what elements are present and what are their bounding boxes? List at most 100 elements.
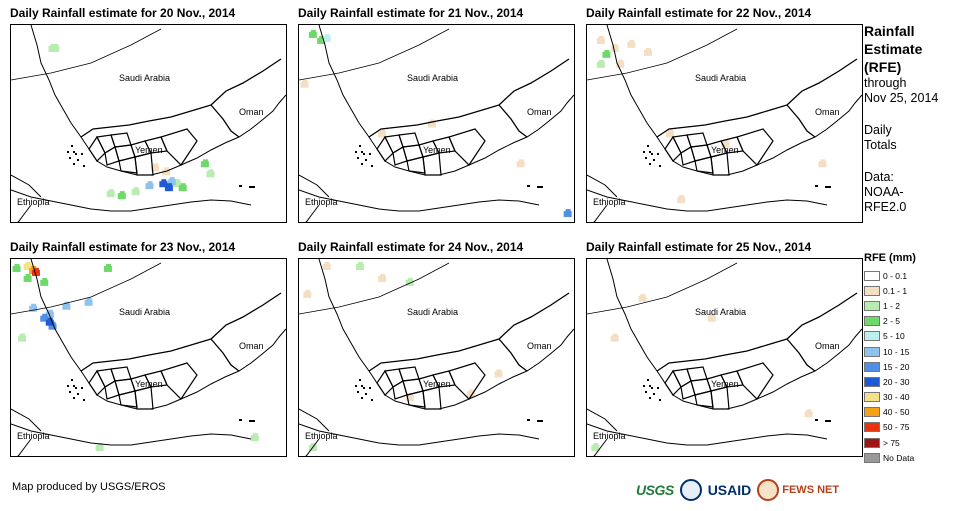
label-saudi-arabia: Saudi Arabia bbox=[119, 73, 170, 83]
legend-label: 40 - 50 bbox=[883, 407, 910, 418]
rainfall-patch bbox=[303, 289, 312, 298]
legend-label: 0.1 - 1 bbox=[883, 285, 908, 296]
usgs-logo-text: USGS bbox=[636, 482, 674, 498]
side-data-1: NOAA- bbox=[864, 185, 904, 199]
label-yemen: Yemen bbox=[135, 145, 163, 155]
side-through: through bbox=[864, 76, 907, 90]
panel-title: Daily Rainfall estimate for 22 Nov., 201… bbox=[586, 6, 812, 20]
rainfall-patch bbox=[707, 313, 716, 322]
rainfall-patch bbox=[627, 39, 636, 48]
panel-title: Daily Rainfall estimate for 25 Nov., 201… bbox=[586, 240, 812, 254]
legend-swatch bbox=[864, 300, 880, 311]
rainfall-patch bbox=[494, 369, 503, 378]
rainfall-patch bbox=[45, 317, 54, 326]
side-data-2: RFE2.0 bbox=[864, 200, 907, 214]
label-yemen: Yemen bbox=[423, 145, 451, 155]
rainfall-patch bbox=[131, 187, 140, 196]
panel-title: Daily Rainfall estimate for 20 Nov., 201… bbox=[10, 6, 236, 20]
rainfall-patch bbox=[84, 297, 93, 306]
side-title-3: (RFE) bbox=[864, 59, 902, 75]
label-ethiopia: Ethiopia bbox=[17, 197, 50, 207]
legend-swatch bbox=[864, 437, 880, 448]
legend-swatch bbox=[864, 407, 880, 418]
panel-title: Daily Rainfall estimate for 21 Nov., 201… bbox=[298, 6, 524, 20]
rainfall-patch bbox=[23, 273, 32, 282]
legend-swatch bbox=[864, 316, 880, 327]
side-daily: Daily bbox=[864, 123, 892, 137]
label-oman: Oman bbox=[527, 341, 552, 351]
legend-item: 5 - 10 bbox=[864, 329, 916, 344]
rainfall-patch bbox=[666, 129, 675, 138]
rainfall-patch bbox=[117, 191, 126, 200]
rainfall-patch bbox=[164, 183, 173, 192]
legend-item: 30 - 40 bbox=[864, 390, 916, 405]
label-yemen: Yemen bbox=[423, 379, 451, 389]
label-ethiopia: Ethiopia bbox=[305, 431, 338, 441]
legend-item: 0 - 0.1 bbox=[864, 268, 916, 283]
legend-label: 30 - 40 bbox=[883, 392, 910, 403]
panel-title: Daily Rainfall estimate for 23 Nov., 201… bbox=[10, 240, 236, 254]
rainfall-patch bbox=[151, 163, 160, 172]
label-oman: Oman bbox=[815, 341, 840, 351]
rainfall-patch bbox=[804, 409, 813, 418]
label-ethiopia: Ethiopia bbox=[17, 431, 50, 441]
legend-item: No Data bbox=[864, 450, 916, 465]
legend-title: RFE (mm) bbox=[864, 252, 916, 264]
rainfall-patch bbox=[638, 293, 647, 302]
rainfall-patch bbox=[602, 49, 611, 58]
legend-swatch bbox=[864, 376, 880, 387]
dhs-seal-icon bbox=[679, 479, 702, 501]
side-data-label: Data: bbox=[864, 170, 894, 184]
rainfall-patch bbox=[322, 261, 331, 270]
map-lines bbox=[299, 259, 574, 456]
rainfall-patch bbox=[317, 35, 326, 44]
label-oman: Oman bbox=[527, 107, 552, 117]
label-ethiopia: Ethiopia bbox=[305, 197, 338, 207]
rainfall-patch bbox=[563, 209, 572, 218]
rainfall-patch bbox=[643, 47, 652, 56]
legend-item: 50 - 75 bbox=[864, 420, 916, 435]
rainfall-patch bbox=[591, 443, 600, 452]
label-yemen: Yemen bbox=[711, 145, 739, 155]
legend-swatch bbox=[864, 331, 880, 342]
legend-swatch bbox=[864, 361, 880, 372]
label-ethiopia: Ethiopia bbox=[593, 431, 626, 441]
rainfall-patch bbox=[159, 179, 168, 188]
rainfall-patch bbox=[355, 261, 364, 270]
rainfall-patch bbox=[40, 313, 49, 322]
side-through-date: Nov 25, 2014 bbox=[864, 91, 939, 105]
legend-swatch bbox=[864, 270, 880, 281]
legend-item: 0.1 - 1 bbox=[864, 283, 916, 298]
rainfall-map: Saudi ArabiaOmanYemenEthiopiaSomalia bbox=[298, 258, 575, 457]
legend-item: 2 - 5 bbox=[864, 314, 916, 329]
side-totals: Totals bbox=[864, 138, 897, 152]
rainfall-map: Saudi ArabiaOmanYemenEthiopiaSomalia bbox=[586, 258, 863, 457]
legend-swatch bbox=[864, 346, 880, 357]
rainfall-patch bbox=[300, 79, 309, 88]
rainfall-patch bbox=[610, 333, 619, 342]
rainfall-patch bbox=[18, 333, 27, 342]
rainfall-patch bbox=[95, 443, 104, 452]
legend-swatch bbox=[864, 422, 880, 433]
usaid-logo-text: USAID bbox=[707, 482, 752, 498]
fews-net-logo: FEWS NET bbox=[757, 479, 839, 501]
legend-label: 50 - 75 bbox=[883, 422, 910, 433]
rainfall-patch bbox=[29, 303, 38, 312]
label-oman: Oman bbox=[239, 107, 264, 117]
legend-item: 15 - 20 bbox=[864, 359, 916, 374]
rainfall-patch bbox=[322, 33, 331, 42]
label-yemen: Yemen bbox=[135, 379, 163, 389]
logo-strip: USGS USAID FEWS NET bbox=[636, 477, 839, 503]
label-saudi-arabia: Saudi Arabia bbox=[407, 73, 458, 83]
map-lines bbox=[587, 259, 862, 456]
rainfall-patch bbox=[31, 267, 40, 276]
side-title-2: Estimate bbox=[864, 41, 923, 57]
legend-label: 5 - 10 bbox=[883, 331, 905, 342]
legend-label: 2 - 5 bbox=[883, 316, 901, 327]
rainfall-map: Saudi ArabiaOmanYemenEthiopiaSomalia bbox=[10, 258, 287, 457]
legend-label: 0 - 0.1 bbox=[883, 270, 908, 281]
label-saudi-arabia: Saudi Arabia bbox=[695, 73, 746, 83]
rainfall-patch bbox=[145, 181, 154, 190]
rainfall-patch bbox=[610, 43, 619, 52]
credit-text: Map produced by USGS/EROS bbox=[12, 481, 166, 493]
